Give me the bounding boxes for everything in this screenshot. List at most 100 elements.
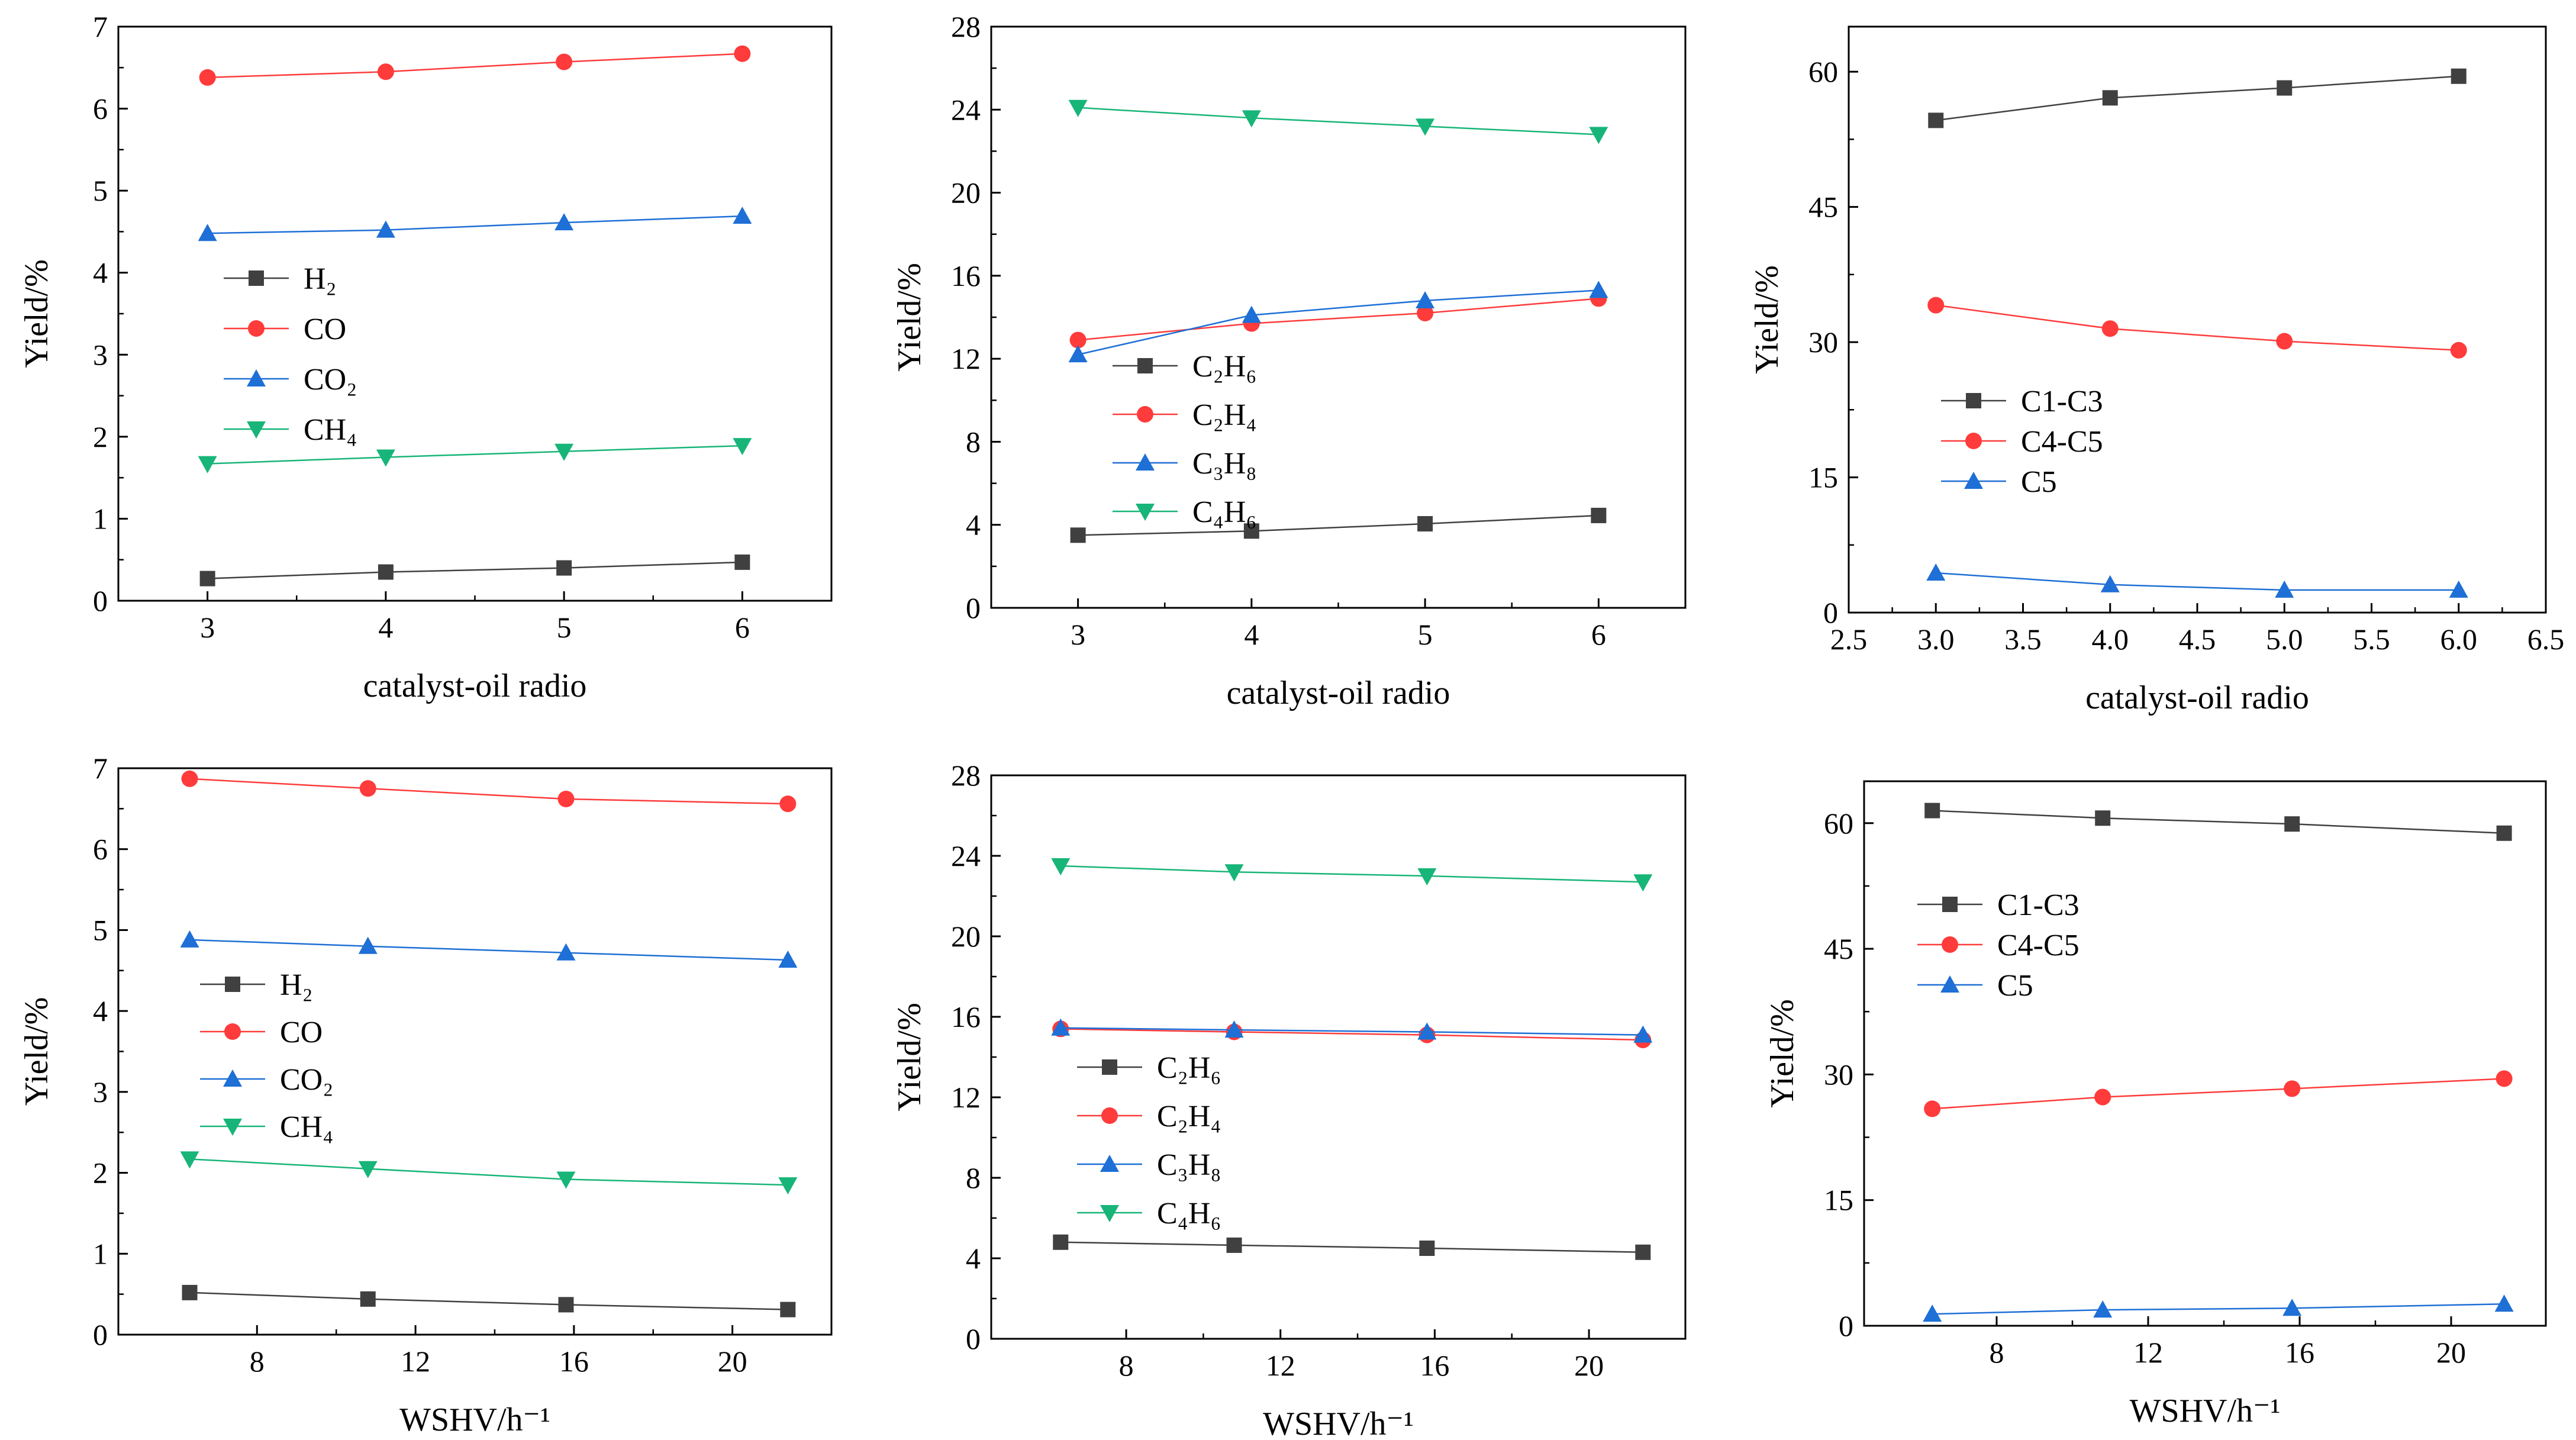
y-axis-label: Yield/% [891,263,928,372]
series-line-2 [189,778,788,805]
legend-marker [247,369,266,386]
legend-label: C₂H₄ [1192,398,1257,432]
data-point [359,780,376,797]
y-tick-label: 7 [93,752,108,785]
legend-marker [1942,897,1958,912]
data-point [358,936,378,954]
data-point [554,213,574,231]
chart-panel-6: 8 12 16 20 0 15 30 45 60 WSHV/h⁻¹ Yield/% C1-C3 C4-C… [1764,780,2547,1429]
legend-label: CO [280,1016,323,1049]
y-tick-label: 30 [1824,1058,1853,1091]
data-point [198,456,217,473]
y-tick-label: 45 [1808,191,1838,224]
series-line-2 [1936,304,2459,352]
x-tick-label: 3 [1071,618,1085,651]
data-point [1417,868,1437,885]
data-point [1924,803,1940,819]
y-tick-label: 1 [93,502,108,535]
data-point [2101,320,2119,337]
legend-label: C1-C3 [1997,888,2080,922]
legend-label: CH₄ [304,413,357,447]
legend-marker [224,1023,241,1040]
data-point [557,790,575,807]
y-tick-label: 12 [951,342,981,375]
y-tick-label: 24 [951,93,981,126]
data-point [2451,68,2467,84]
series-line-3 [1932,1303,2504,1315]
x-tick-label: 6.5 [2527,623,2565,656]
data-point [2494,1294,2514,1312]
y-tick-label: 4 [966,508,981,542]
legend-label: CO [304,313,346,346]
series-line-3 [189,939,788,961]
data-point [733,438,752,456]
data-point [1633,874,1653,892]
x-tick-label: 20 [718,1345,747,1378]
y-tick-label: 15 [1808,461,1838,494]
data-point [1053,1234,1069,1250]
legend-marker [1965,433,1982,449]
data-point [554,443,574,461]
legend-marker [1100,1155,1119,1172]
data-point [2496,1070,2513,1087]
y-tick-label: 7 [93,10,108,43]
data-point [1069,331,1087,349]
y-tick-label: 5 [93,174,108,207]
y-tick-label: 1 [93,1237,108,1270]
x-tick-label: 3.0 [1917,623,1955,656]
data-point [2102,90,2118,106]
data-point [2449,580,2468,598]
data-point [2100,575,2120,592]
x-tick-label: 4.5 [2179,623,2216,656]
legend-label: C₄H₆ [1157,1197,1221,1230]
x-tick-label: 16 [1420,1349,1449,1382]
x-tick-label: 8 [1990,1336,2004,1369]
y-tick-label: 4 [93,994,108,1027]
y-tick-label: 0 [93,584,108,617]
y-tick-label: 16 [951,259,981,292]
y-tick-label: 4 [93,256,108,289]
x-tick-label: 12 [2133,1336,2163,1369]
chart-panel-3: 2.5 3.0 3.5 4.0 4.5 5.0 5.5 6.0 6.5 0 15 30 45 60 cata… [1749,25,2565,716]
series-line-1 [189,1291,788,1310]
legend-marker [1966,393,1981,408]
data-point [556,943,576,961]
legend-marker [225,977,240,992]
y-axis-label: Yield/% [18,259,55,368]
legend-marker [223,1119,242,1136]
y-tick-label: 3 [93,338,108,371]
data-point [733,207,752,224]
series-line-2 [1060,1028,1643,1041]
y-axis-label: Yield/% [1749,265,1785,374]
data-point [182,1284,198,1300]
legend-label: CO₂ [280,1063,333,1097]
y-axis-label: Yield/% [18,997,55,1106]
data-point [1416,118,1435,136]
data-point [377,63,394,80]
data-point [2284,816,2300,832]
data-point [376,449,395,467]
plot-frame [117,767,833,1336]
x-tick-label: 20 [1574,1349,1604,1382]
data-point [2093,1300,2113,1318]
y-tick-label: 8 [966,1161,981,1194]
data-point [1224,864,1244,882]
data-point [376,220,395,238]
chart-panel-1: 3 4 5 6 0 1 2 3 4 5 6 7 catalyst-oil radio Yield/% H₂ C… [18,10,833,704]
x-tick-label: 6 [1591,618,1606,651]
x-tick-label: 5 [1418,618,1433,651]
x-tick-label: 16 [2285,1336,2314,1369]
data-point [2284,1080,2301,1097]
y-tick-label: 60 [1808,55,1838,88]
y-axis-label: Yield/% [891,1003,928,1112]
data-point [1070,527,1086,543]
y-tick-label: 0 [1839,1309,1853,1342]
data-point [1226,1237,1242,1253]
legend-marker [1964,472,1983,489]
data-point [1591,507,1607,523]
series-line-3 [1078,289,1599,356]
legend-label: H₂ [304,262,337,296]
x-tick-label: 4 [1244,618,1259,651]
data-point [378,564,394,580]
y-tick-label: 3 [93,1075,108,1109]
